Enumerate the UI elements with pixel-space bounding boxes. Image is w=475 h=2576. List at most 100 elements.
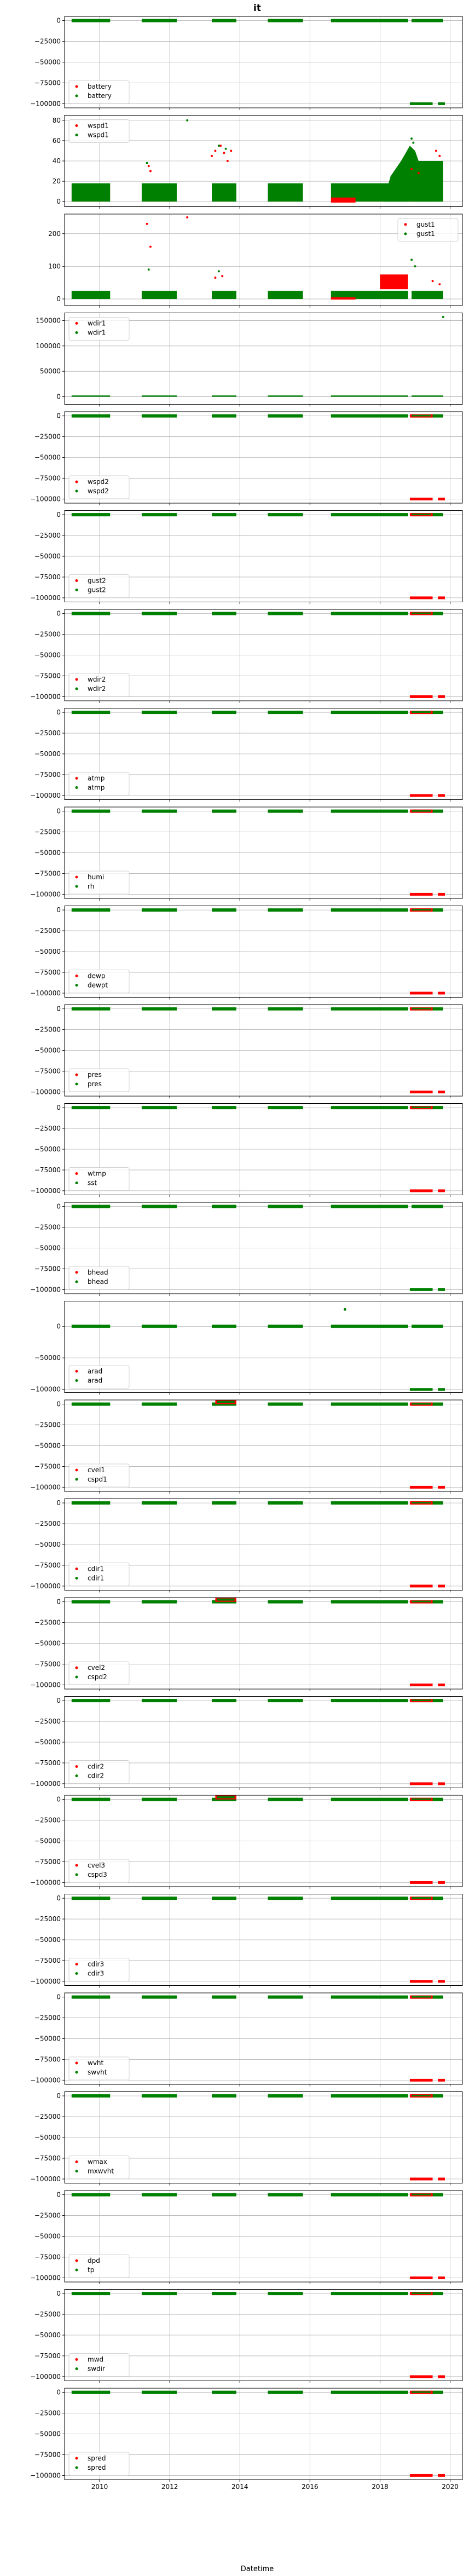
y-ticks: 0 −50000 −100000 <box>30 1323 65 1393</box>
x-tick-label: 2010 <box>91 2483 108 2491</box>
legend-marker <box>75 1478 78 1481</box>
x-ticks <box>99 404 451 407</box>
y-tick-label: −25000 <box>34 927 61 935</box>
y-tick-label: −100000 <box>30 2471 61 2479</box>
legend-marker <box>75 1082 78 1086</box>
legend-marker <box>75 489 78 493</box>
green-point <box>410 137 413 140</box>
green-data-band <box>71 414 111 418</box>
red-point <box>410 168 413 170</box>
data-points <box>71 1598 445 1686</box>
green-data-band <box>141 513 177 517</box>
y-tick-label: 0 <box>56 2290 61 2297</box>
legend-marker <box>75 322 78 325</box>
y-tick-label: −50000 <box>34 1354 61 1362</box>
green-data-band <box>412 909 431 911</box>
data-points <box>71 1205 445 1291</box>
red-point <box>223 152 225 154</box>
green-data-band <box>412 1403 431 1405</box>
red-point <box>226 160 229 162</box>
legend-marker <box>75 678 78 681</box>
y-tick-label: −50000 <box>34 652 61 659</box>
y-tick-label: −50000 <box>34 948 61 955</box>
x-ticks <box>99 206 451 209</box>
green-data-band <box>412 414 431 417</box>
y-tick-label: −100000 <box>30 1878 61 1886</box>
y-tick-label: 20 <box>53 177 61 185</box>
legend-marker <box>75 2170 78 2172</box>
legend-marker <box>75 1172 78 1175</box>
sentinel-data-band <box>438 2474 445 2477</box>
legend-marker <box>75 1370 78 1373</box>
subplot-8: 0 −25000 −50000 −75000 −100000 atmp atmp <box>30 708 463 802</box>
green-data-band <box>212 2390 236 2394</box>
legend: arad arad <box>68 1365 130 1388</box>
data-points <box>71 1106 445 1192</box>
legend: cdir3 cdir3 <box>68 1958 130 1981</box>
green-data-band <box>141 1797 177 1801</box>
y-tick-label: −50000 <box>34 1145 61 1153</box>
subplot-1: 0 −25000 −50000 −75000 −100000 battery battery <box>30 16 463 110</box>
gridlines <box>65 1598 462 1689</box>
green-point <box>343 1307 346 1311</box>
legend-box <box>68 1167 130 1191</box>
x-ticks <box>99 1985 451 1988</box>
red-point <box>431 280 434 283</box>
y-tick-label: 0 <box>56 295 61 303</box>
data-points <box>71 612 445 698</box>
green-data-band <box>412 810 431 812</box>
x-ticks <box>99 799 451 802</box>
green-data-band <box>331 1897 408 1900</box>
green-data-band <box>71 1402 111 1406</box>
green-data-band <box>71 1007 111 1011</box>
green-data-band <box>71 1106 111 1110</box>
green-data-band <box>212 1699 236 1703</box>
green-data-band <box>141 612 177 615</box>
sentinel-data-band <box>409 102 433 105</box>
legend-entry: cspd2 <box>88 1673 107 1681</box>
green-point <box>217 145 220 147</box>
legend-entry: wtmp <box>88 1170 106 1178</box>
green-data-band <box>331 1995 408 1999</box>
green-data-band <box>141 1205 177 1208</box>
data-points <box>71 809 445 896</box>
green-data-band <box>331 395 408 397</box>
green-data-band <box>412 1699 431 1702</box>
y-tick-label: −75000 <box>34 2154 61 2162</box>
green-data-band <box>71 711 111 714</box>
legend-box <box>68 2452 130 2476</box>
y-tick-label: 0 <box>56 1401 61 1408</box>
y-tick-label: −100000 <box>30 1187 61 1195</box>
green-data-band <box>331 1501 408 1505</box>
green-data-band <box>212 1324 236 1328</box>
y-tick-label: −50000 <box>34 2035 61 2043</box>
gridlines <box>65 807 462 898</box>
y-ticks: 0 −25000 −50000 −75000 −100000 <box>30 2092 65 2183</box>
red-point <box>417 172 420 175</box>
green-data-band <box>71 809 111 813</box>
legend: spred spred <box>68 2452 130 2476</box>
sentinel-data-band <box>438 1980 445 1983</box>
data-points <box>71 1795 445 1884</box>
legend: gust1 gust1 <box>397 218 459 242</box>
legend: bhead bhead <box>68 1266 130 1290</box>
x-ticks <box>99 2381 451 2383</box>
y-tick-label: 200 <box>48 230 61 238</box>
sentinel-data-band <box>409 992 433 995</box>
green-data-band <box>268 291 303 299</box>
y-tick-label: −50000 <box>34 1442 61 1450</box>
y-tick-label: 40 <box>53 157 61 165</box>
y-tick-label: 0 <box>56 393 61 401</box>
green-data-band <box>412 2391 431 2393</box>
green-data-band <box>141 395 177 397</box>
legend-entry: cspd3 <box>88 1871 107 1878</box>
green-data-band <box>331 1600 408 1604</box>
green-data-band <box>71 908 111 912</box>
legend-entry: cdir1 <box>88 1565 104 1573</box>
sentinel-data-band <box>409 1980 433 1983</box>
data-points <box>71 19 445 105</box>
legend: battery battery <box>68 80 130 104</box>
